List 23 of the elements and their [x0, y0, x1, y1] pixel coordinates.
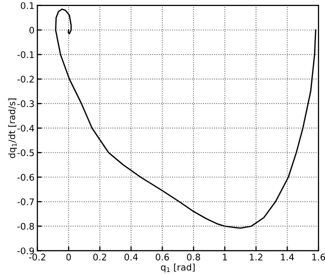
x-tick-label: 1.6 — [312, 254, 325, 260]
y-tick-label: -0.6 — [17, 174, 34, 181]
x-tick-label: 1 — [222, 254, 227, 260]
x-tick-label: 0.8 — [186, 254, 200, 260]
x-tick-label: 0.2 — [93, 254, 106, 260]
x-tick-label: -0.2 — [29, 254, 46, 260]
y-tick-label: -0.9 — [17, 247, 34, 254]
y-tick-label: -0.2 — [17, 76, 34, 83]
y-tick-label: 0 — [29, 26, 34, 34]
y-tick-label: -0.7 — [17, 198, 34, 206]
y-tick-label: -0.5 — [17, 149, 34, 156]
x-tick-label: 0.4 — [124, 254, 138, 260]
y-axis-title: dq$_{1}$/dt [rad/s] — [8, 98, 17, 158]
y-tick-label: -0.3 — [17, 100, 34, 108]
x-tick-label: 1.2 — [250, 254, 262, 260]
y-tick-label: 0.1 — [20, 2, 34, 10]
x-tick-label: 0.6 — [156, 254, 169, 260]
y-tick-label: -0.4 — [17, 124, 34, 132]
y-tick-label: -0.1 — [17, 51, 34, 58]
x-tick-label: 1.4 — [281, 254, 294, 260]
x-axis-title: q$_{1}$ [rad] — [160, 264, 195, 272]
x-tick-label: 0 — [66, 254, 71, 260]
y-tick-label: -0.8 — [17, 222, 34, 230]
